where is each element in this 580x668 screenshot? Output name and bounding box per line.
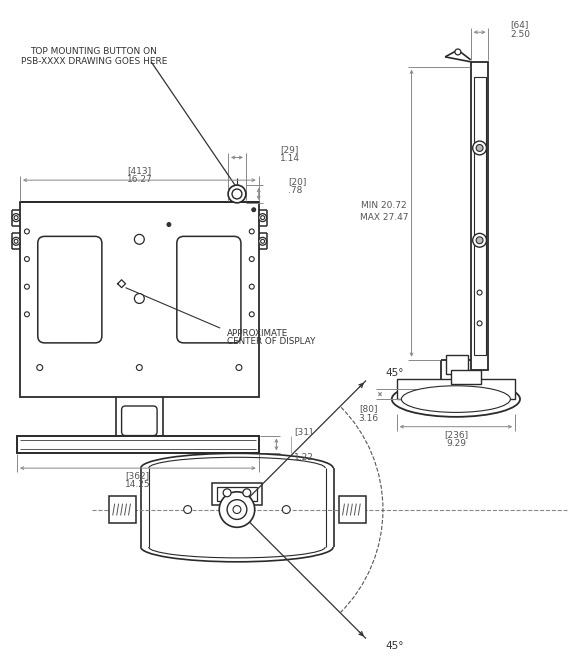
Circle shape — [219, 492, 255, 527]
Circle shape — [455, 49, 461, 55]
Text: [236]: [236] — [444, 430, 468, 439]
Text: 9.29: 9.29 — [446, 439, 466, 448]
Bar — [471, 62, 488, 369]
Circle shape — [477, 290, 482, 295]
Circle shape — [24, 229, 30, 234]
Text: [362]: [362] — [125, 472, 150, 480]
Text: 45°: 45° — [386, 367, 404, 377]
Circle shape — [473, 141, 487, 155]
Bar — [218, 487, 257, 501]
Circle shape — [260, 216, 264, 220]
Circle shape — [228, 185, 246, 203]
Circle shape — [184, 506, 191, 514]
Circle shape — [259, 237, 267, 245]
Circle shape — [259, 214, 267, 222]
FancyBboxPatch shape — [38, 236, 102, 343]
Bar — [339, 496, 366, 523]
Circle shape — [236, 365, 242, 371]
Text: 2.50: 2.50 — [510, 29, 530, 39]
Circle shape — [24, 257, 30, 261]
Text: [80]: [80] — [359, 404, 378, 413]
Text: TOP MOUNTING BUTTON ON: TOP MOUNTING BUTTON ON — [31, 47, 157, 56]
Bar — [451, 371, 481, 384]
Bar — [109, 496, 136, 523]
Text: [20]: [20] — [288, 176, 307, 186]
Text: [29]: [29] — [280, 145, 299, 154]
Text: [64]: [64] — [510, 20, 528, 29]
Bar — [474, 77, 485, 355]
Circle shape — [252, 208, 256, 212]
Circle shape — [249, 284, 254, 289]
Text: 14.25: 14.25 — [125, 480, 150, 490]
Circle shape — [476, 144, 483, 152]
Circle shape — [24, 312, 30, 317]
Text: .78: .78 — [288, 186, 303, 196]
Text: PSB-XXXX DRAWING GOES HERE: PSB-XXXX DRAWING GOES HERE — [21, 57, 167, 66]
Circle shape — [243, 489, 251, 497]
Circle shape — [135, 293, 144, 303]
Ellipse shape — [401, 386, 510, 412]
Text: MAX 27.47: MAX 27.47 — [360, 213, 408, 222]
Circle shape — [12, 237, 20, 245]
Bar — [446, 355, 467, 375]
Circle shape — [249, 257, 254, 261]
Circle shape — [232, 189, 242, 199]
Bar — [17, 436, 259, 454]
Text: 1.14: 1.14 — [280, 154, 300, 163]
Text: 16.27: 16.27 — [126, 174, 152, 184]
Circle shape — [282, 506, 290, 514]
Circle shape — [167, 222, 171, 226]
Circle shape — [473, 233, 487, 247]
Ellipse shape — [392, 381, 520, 417]
Circle shape — [260, 239, 264, 243]
Circle shape — [12, 214, 20, 222]
Circle shape — [249, 229, 254, 234]
Text: 3.16: 3.16 — [358, 414, 378, 424]
Circle shape — [476, 237, 483, 244]
Circle shape — [227, 500, 247, 520]
Circle shape — [233, 506, 241, 514]
Bar — [212, 483, 262, 504]
Circle shape — [223, 489, 231, 497]
Bar — [111, 440, 168, 452]
Text: 45°: 45° — [386, 641, 404, 651]
Circle shape — [14, 239, 18, 243]
Circle shape — [37, 365, 43, 371]
FancyBboxPatch shape — [177, 236, 241, 343]
Text: MIN 20.72: MIN 20.72 — [361, 201, 407, 210]
FancyBboxPatch shape — [122, 406, 157, 436]
Circle shape — [477, 321, 482, 326]
Text: 1.22: 1.22 — [294, 453, 314, 462]
Circle shape — [136, 365, 142, 371]
Circle shape — [14, 216, 18, 220]
Text: [413]: [413] — [127, 166, 151, 175]
Bar — [397, 379, 515, 399]
Text: CENTER OF DISPLAY: CENTER OF DISPLAY — [227, 337, 316, 347]
Text: APPROXIMATE: APPROXIMATE — [227, 329, 288, 337]
Circle shape — [135, 234, 144, 244]
Text: [31]: [31] — [294, 427, 313, 436]
Circle shape — [249, 312, 254, 317]
Bar — [20, 202, 259, 397]
Circle shape — [24, 284, 30, 289]
